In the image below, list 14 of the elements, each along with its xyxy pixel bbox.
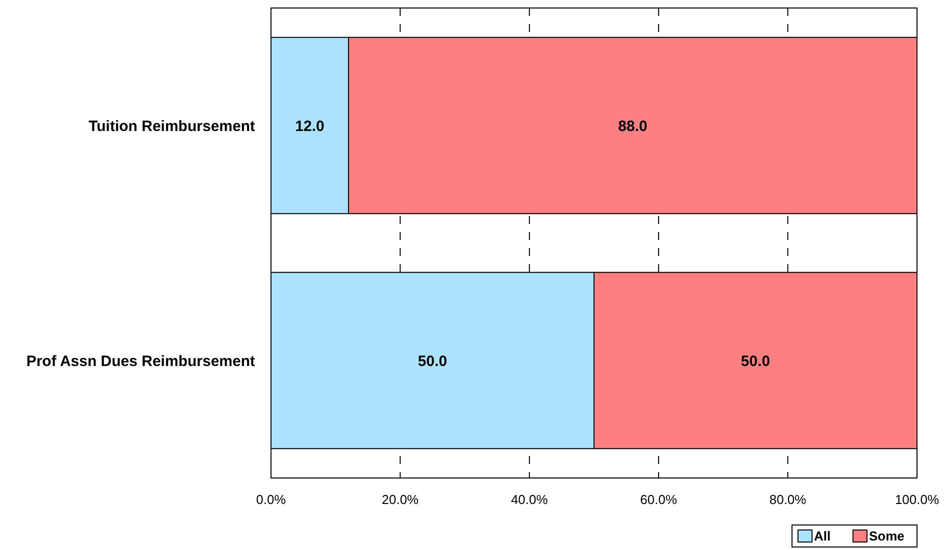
legend-label: Some bbox=[869, 528, 904, 544]
x-tick-label: 40.0% bbox=[510, 492, 548, 507]
x-tick-label: 0.0% bbox=[256, 492, 286, 507]
x-tick-label: 80.0% bbox=[769, 492, 807, 507]
legend-label: All bbox=[814, 528, 831, 544]
x-tick-label: 100.0% bbox=[894, 492, 940, 507]
data-label: 12.0 bbox=[295, 118, 324, 135]
data-label: 88.0 bbox=[618, 118, 648, 135]
data-label: 50.0 bbox=[418, 352, 448, 370]
x-tick-label: 60.0% bbox=[640, 492, 678, 507]
y-tick-label: Prof Assn Dues Reimbursement bbox=[26, 352, 255, 370]
data-label: 50.0 bbox=[740, 352, 770, 370]
y-tick-label: Tuition Reimbursement bbox=[88, 118, 255, 135]
x-tick-label: 20.0% bbox=[382, 492, 420, 507]
